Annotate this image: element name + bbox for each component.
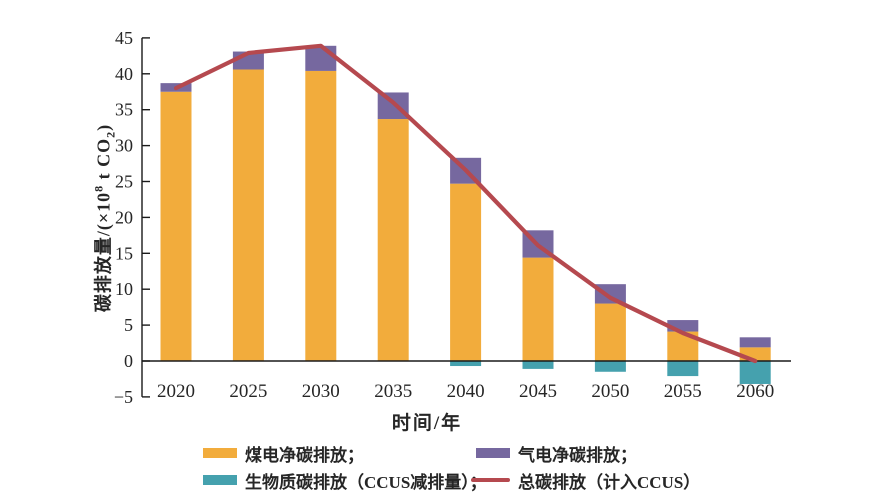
coal-swatch-icon — [203, 448, 237, 458]
legend-item-total-line: 总碳排放（计入CCUS） — [471, 470, 701, 492]
legend-item-biomass: 生物质碳排放（CCUS减排量）； — [203, 470, 487, 492]
bar-segment-coal-2020 — [160, 91, 192, 361]
legend-label-gas: 气电净碳排放； — [518, 445, 637, 465]
y-axis-title-suffix: ) — [93, 123, 114, 131]
y-tick-label-45: 45 — [115, 28, 133, 48]
gas-swatch-icon — [476, 448, 510, 458]
y-tick-label-40: 40 — [115, 64, 133, 84]
bar-segment-gas-2055 — [667, 320, 699, 332]
bar-segment-gas-2060 — [739, 337, 771, 348]
y-axis-title-prefix: 碳排放量/(×10 — [93, 191, 114, 313]
y-tick-label--5: −5 — [114, 387, 133, 407]
bar-segment-gas-2030 — [305, 45, 337, 71]
bar-segment-coal-2045 — [522, 257, 554, 361]
legend-label-biomass: 生物质碳排放（CCUS减排量）； — [245, 472, 487, 492]
bar-segment-biomass-2050 — [594, 361, 626, 372]
y-tick-label-20: 20 — [115, 207, 133, 227]
legend-label-coal: 煤电净碳排放； — [245, 445, 364, 465]
bar-segment-coal-2030 — [305, 70, 337, 361]
y-tick-label-10: 10 — [115, 279, 133, 299]
x-axis-title: 时间/年 — [391, 413, 463, 434]
x-tick-label-2060: 2060 — [736, 381, 774, 402]
bar-segment-biomass-2055 — [667, 361, 699, 377]
x-tick-label-2030: 2030 — [302, 381, 340, 402]
y-tick-label-35: 35 — [115, 100, 133, 120]
x-tick-label-2035: 2035 — [374, 381, 412, 402]
y-tick-label-0: 0 — [124, 351, 133, 371]
bar-segment-biomass-2060 — [739, 361, 771, 384]
bar-segment-coal-2050 — [594, 303, 626, 361]
y-axis-title: 碳排放量/(×108 t CO2) — [90, 124, 119, 312]
x-tick-label-2055: 2055 — [664, 381, 702, 402]
x-tick-label-2040: 2040 — [447, 381, 485, 402]
bar-segment-coal-2035 — [377, 119, 409, 361]
x-tick-label-2045: 2045 — [519, 381, 557, 402]
x-tick-label-2020: 2020 — [157, 381, 195, 402]
legend-item-gas: 气电净碳排放； — [476, 443, 637, 465]
y-axis-title-exponent: 8 — [91, 184, 106, 192]
y-tick-label-5: 5 — [124, 315, 133, 335]
y-tick-label-30: 30 — [115, 136, 133, 156]
y-tick-label-25: 25 — [115, 172, 133, 192]
y-axis-title-mid: t CO — [93, 137, 114, 185]
biomass-swatch-icon — [203, 475, 237, 485]
bar-segment-biomass-2045 — [522, 361, 554, 369]
bar-segment-coal-2040 — [450, 183, 482, 361]
x-tick-label-2050: 2050 — [591, 381, 629, 402]
total-line-swatch-icon — [471, 478, 510, 482]
bar-segment-gas-2050 — [594, 284, 626, 304]
y-tick-label-15: 15 — [115, 243, 133, 263]
x-tick-label-2025: 2025 — [229, 381, 267, 402]
y-axis-title-subscript: 2 — [103, 130, 118, 138]
bar-segment-biomass-2040 — [450, 361, 482, 367]
total-emissions-line — [173, 43, 758, 364]
bar-segment-coal-2025 — [232, 69, 264, 361]
legend-item-coal: 煤电净碳排放； — [203, 443, 364, 465]
legend-label-total: 总碳排放（计入CCUS） — [518, 472, 701, 492]
